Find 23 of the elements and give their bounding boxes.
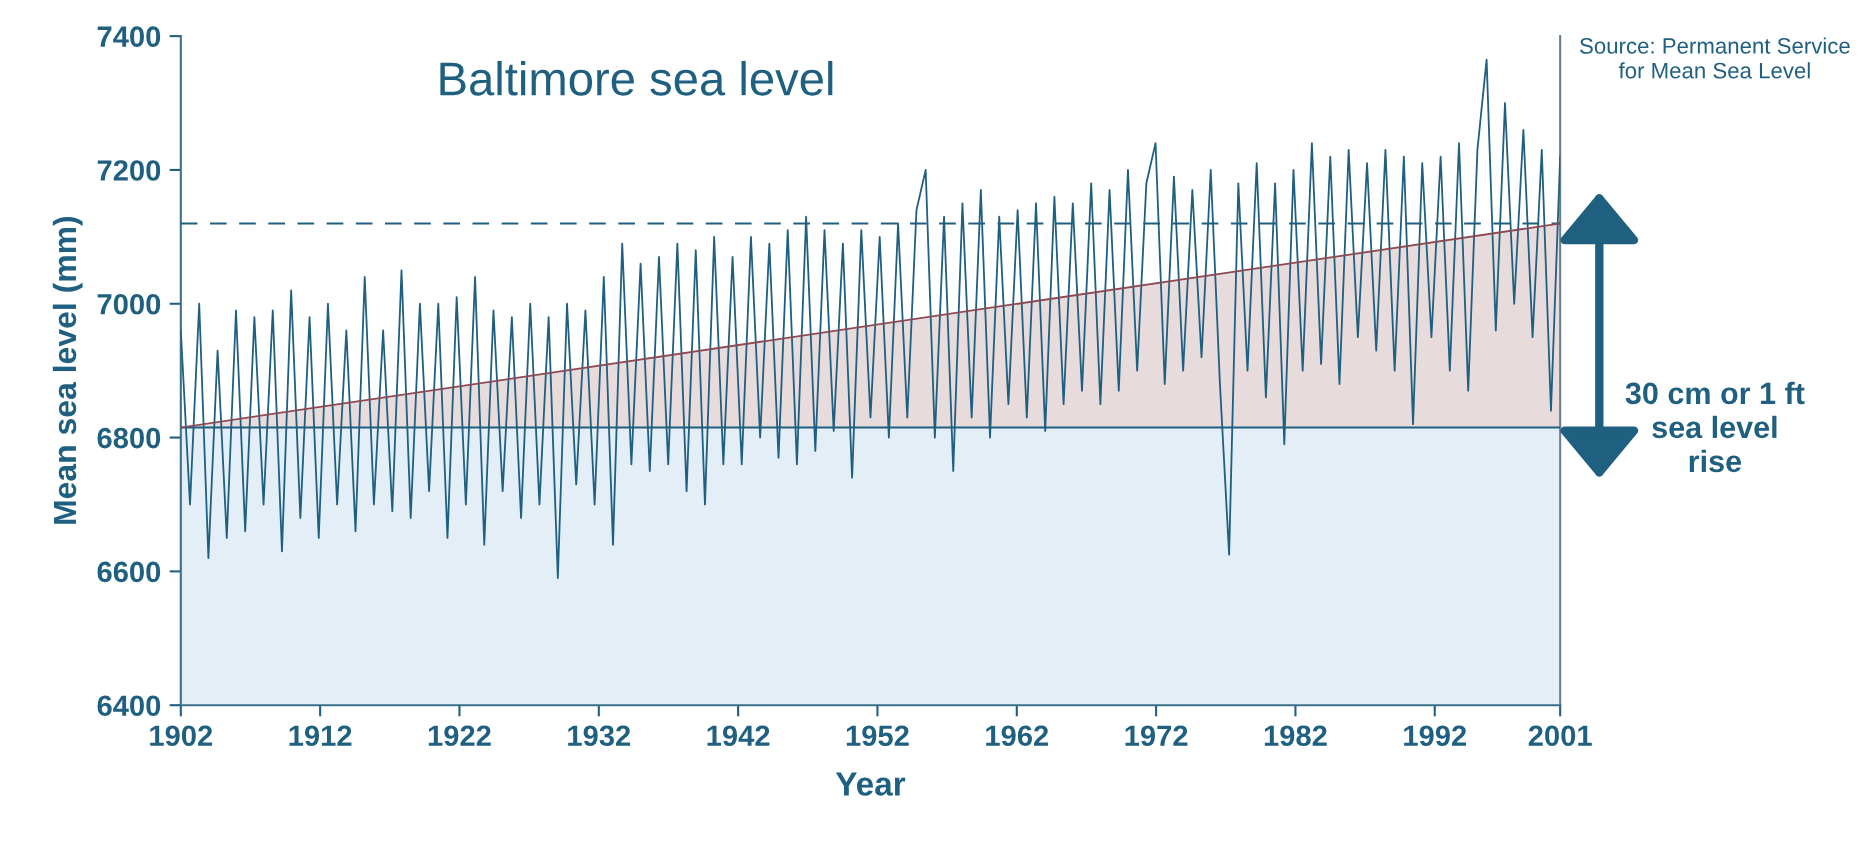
x-tick-label: 1962: [986, 725, 1049, 747]
y-tick-label: 7400: [97, 26, 161, 47]
text: 30 cm or 1 ft sea level rise: [1625, 381, 1805, 473]
x-axis-title: Year: [835, 772, 906, 796]
x-tick-label: 2001: [1528, 725, 1592, 747]
x-tick-label: 1982: [1264, 725, 1327, 747]
x-tick-label: 1942: [707, 725, 770, 747]
x-tick-label: 1932: [568, 725, 631, 747]
x-tick-label: 1972: [1125, 725, 1188, 747]
y-tick-label: 7200: [97, 160, 161, 181]
y-tick-label: 6800: [97, 427, 161, 449]
y-tick-label: 6400: [97, 695, 161, 717]
y-axis-title: Mean sea level (mm): [52, 216, 83, 524]
x-tick-label: 1952: [846, 725, 909, 747]
line-series: [180, 58, 1561, 579]
x-tick-label: 1912: [289, 725, 352, 747]
x-tick-label: 1922: [428, 725, 491, 747]
y-tick-label: 7000: [97, 293, 161, 315]
source-note: Source: Permanent Service for Mean Sea Level: [1580, 37, 1850, 79]
chart-title: Baltimore sea level: [440, 60, 833, 96]
x-tick-label: 1992: [1404, 725, 1467, 747]
x-tick-label: 1902: [150, 725, 213, 747]
y-tick-label: 6600: [97, 561, 161, 583]
